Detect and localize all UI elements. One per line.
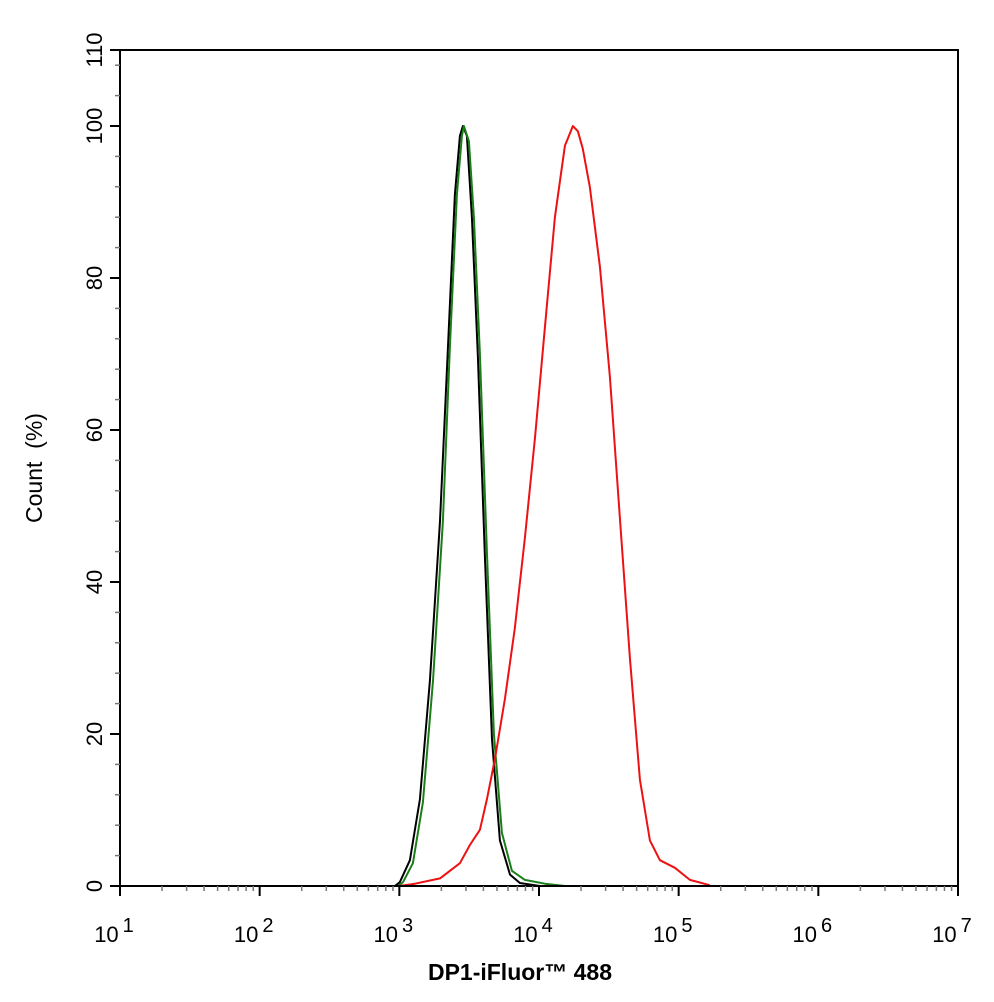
y-tick-label: 0 (82, 880, 107, 892)
y-tick-label: 40 (82, 570, 107, 594)
series-group (394, 125, 711, 887)
axes-group: 10 1 10 2 10 3 10 4 10 5 10 6 10 7 0 20 40 60 80 100 110 (82, 32, 972, 947)
x-tick-label: 10 7 (932, 915, 972, 947)
series-line-1 (397, 125, 566, 887)
x-tick-label: 10 4 (513, 915, 553, 947)
y-tick-label: 80 (82, 266, 107, 290)
y-tick-label: 110 (82, 32, 107, 67)
y-axis-label: Count (%) (21, 413, 47, 523)
series-line-0 (394, 125, 540, 887)
x-axis-label: DP1-iFluor™ 488 (428, 959, 612, 985)
plot-frame (119, 49, 959, 887)
y-tick-label: 100 (82, 108, 107, 145)
x-tick-label: 10 1 (94, 915, 134, 947)
x-tick-label: 10 6 (793, 915, 833, 947)
y-tick-label: 60 (82, 418, 107, 442)
x-tick-label: 10 5 (653, 915, 693, 947)
series-line-2 (399, 125, 711, 887)
x-tick-label: 10 2 (234, 915, 274, 947)
y-tick-label: 20 (82, 722, 107, 746)
x-tick-label: 10 3 (374, 915, 414, 947)
